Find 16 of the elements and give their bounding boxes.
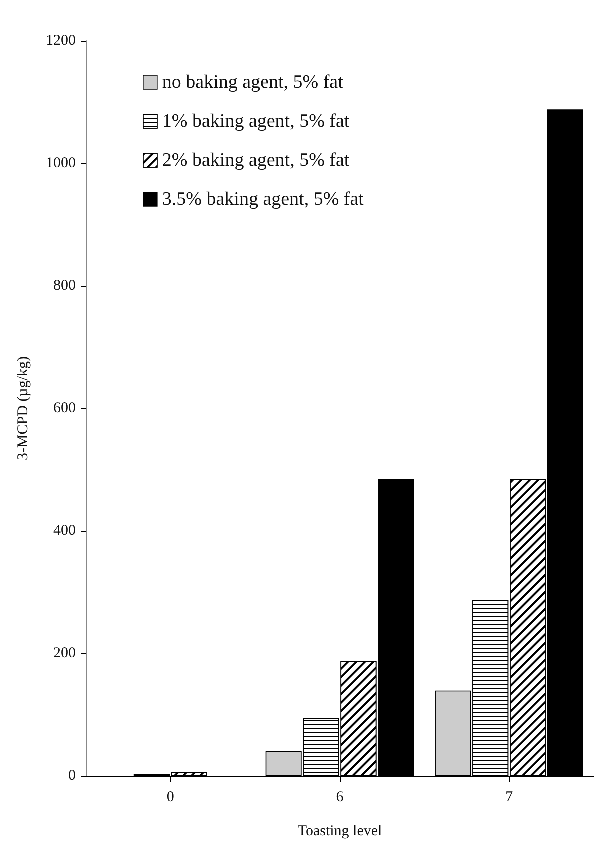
x-tick-label: 7 xyxy=(506,790,514,806)
legend-label: 1% baking agent, 5% fat xyxy=(162,111,350,132)
y-tick-label: 0 xyxy=(68,768,76,784)
y-tick-label: 200 xyxy=(54,646,76,662)
y-tick-label: 1200 xyxy=(46,33,76,49)
y-tick-label: 600 xyxy=(54,400,76,416)
x-tick-label: 0 xyxy=(166,790,174,806)
legend-label: 3.5% baking agent, 5% fat xyxy=(162,189,365,210)
x-axis-title: Toasting level xyxy=(298,824,382,840)
y-tick-label: 800 xyxy=(54,278,76,294)
y-tick-label: 1000 xyxy=(46,156,76,172)
y-tick-label: 400 xyxy=(54,523,76,539)
y-axis-title: 3-MCPD (µg/kg) xyxy=(16,356,32,461)
x-tick-label: 6 xyxy=(336,790,344,806)
legend-label: 2% baking agent, 5% fat xyxy=(162,150,350,171)
legend-label: no baking agent, 5% fat xyxy=(162,72,344,93)
